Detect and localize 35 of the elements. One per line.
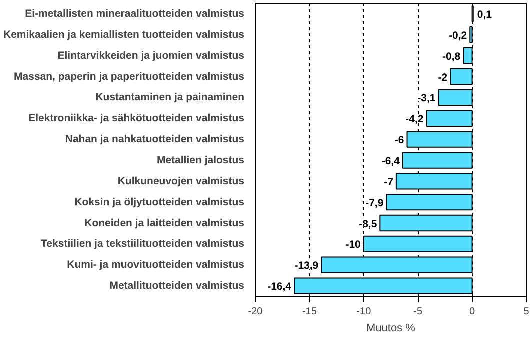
x-tick-label: -20 [248, 306, 264, 318]
data-label: -13,9 [294, 260, 319, 272]
data-label: -6 [394, 134, 404, 147]
data-label: -2 [438, 72, 448, 84]
x-axis-title: Muutos % [366, 322, 416, 334]
data-label: -8,5 [359, 218, 378, 230]
y-tick-label: Nahan ja nahkatuotteiden valmistus [65, 134, 245, 146]
data-label: -10 [346, 239, 362, 252]
data-label: -16,4 [268, 281, 292, 294]
x-tick-label: -5 [414, 306, 423, 318]
data-label: -0,8 [442, 50, 461, 63]
y-tick-label: Ei-metallisten mineraalituotteiden valmistus [25, 8, 245, 20]
data-label: -0,2 [449, 30, 468, 42]
y-tick-label: Kemikaalien ja kemiallisten tuotteiden valmistus [3, 28, 245, 41]
y-tick-label: Elektroniikka- ja sähkötuotteiden valmistus [28, 112, 245, 125]
y-tick-label: Koneiden ja laitteiden valmistus [84, 217, 245, 230]
y-tick-label: Metallituotteiden valmistus [110, 280, 245, 292]
y-tick-label: Tekstiilien ja tekstiilituotteiden valmistus [41, 238, 245, 250]
data-label: -7 [384, 176, 394, 188]
y-tick-label: Kulkuneuvojen valmistus [118, 175, 245, 188]
y-tick-label: Koksin ja öljytuotteiden valmistus [74, 196, 245, 208]
x-tick-label: -15 [302, 306, 318, 318]
data-label: -4,2 [406, 114, 424, 126]
x-tick-label: 0 [470, 306, 476, 318]
data-label: -6,4 [382, 155, 400, 168]
data-label: 0,1 [477, 8, 492, 21]
y-tick-label: Metallien jalostus [156, 154, 245, 166]
y-tick-label: Kustantaminen ja painaminen [96, 92, 244, 104]
x-tick-label: -10 [356, 306, 372, 318]
y-tick-label: Massan, paperin ja paperituotteiden valmistus [14, 70, 245, 83]
data-label: -3,1 [418, 92, 436, 105]
y-tick-label: Kumi- ja muovituotteiden valmistus [67, 259, 245, 272]
y-tick-label: Elintarvikkeiden ja juomien valmistus [58, 50, 245, 62]
data-label: -7,9 [366, 197, 384, 210]
x-tick-label: 5 [524, 306, 530, 318]
